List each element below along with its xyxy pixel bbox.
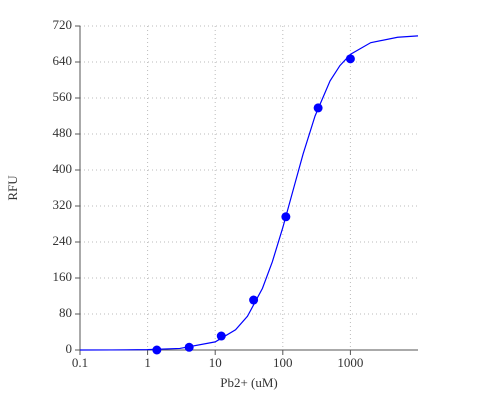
x-tick-label: 100 [273, 355, 293, 370]
data-point [313, 103, 323, 113]
x-tick-label: 1 [144, 355, 151, 370]
x-tick-label: 1000 [337, 355, 363, 370]
x-axis-label: Pb2+ (uM) [220, 375, 278, 390]
y-axis-label: RFU [5, 175, 20, 201]
y-tick-label: 400 [53, 161, 73, 176]
y-tick-label: 560 [53, 89, 73, 104]
data-point [345, 54, 355, 64]
y-tick-label: 160 [53, 269, 73, 284]
y-tick-label: 720 [53, 17, 73, 32]
x-tick-label: 10 [209, 355, 222, 370]
x-tick-label: 0.1 [72, 355, 88, 370]
data-point [249, 295, 259, 305]
y-tick-label: 240 [53, 233, 73, 248]
y-tick-label: 640 [53, 53, 73, 68]
data-point [152, 345, 162, 355]
data-point [216, 331, 226, 341]
y-tick-label: 80 [59, 305, 72, 320]
fit-curve [79, 35, 419, 351]
data-point [184, 342, 194, 352]
data-point [281, 212, 291, 222]
y-tick-label: 480 [53, 125, 73, 140]
y-tick-label: 320 [53, 197, 73, 212]
y-tick-label: 0 [66, 341, 73, 356]
